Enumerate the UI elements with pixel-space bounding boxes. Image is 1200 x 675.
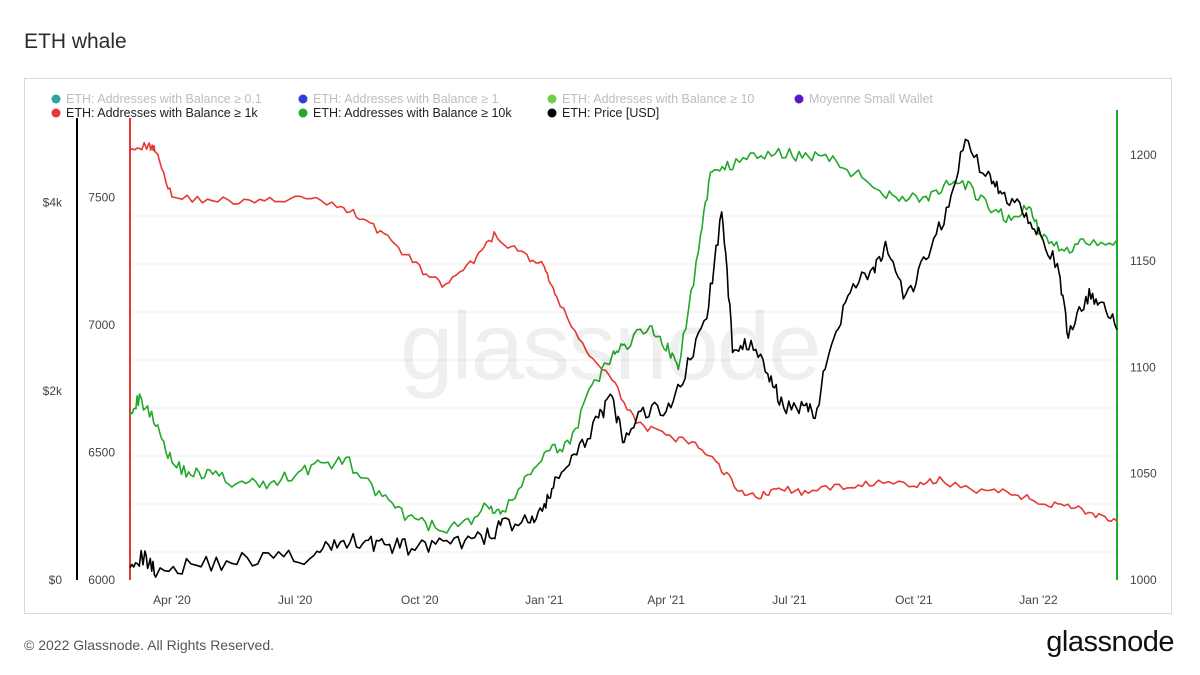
x-tick-label: Oct '21 (895, 593, 933, 607)
count-1k-tick-label: 7000 (88, 318, 115, 332)
x-tick-label: Oct '20 (401, 593, 439, 607)
legend-label: ETH: Addresses with Balance ≥ 1 (313, 92, 498, 106)
count-10k-tick-label: 1200 (1130, 148, 1157, 162)
chart-title: ETH whale (24, 30, 127, 53)
x-tick-label: Jul '20 (278, 593, 313, 607)
count-1k-tick-label: 6500 (88, 445, 115, 459)
count-10k-tick-label: 1050 (1130, 467, 1157, 481)
series-line-2 (129, 138, 1118, 578)
price-tick-label: $4k (43, 195, 63, 209)
axis-layer: $0 $2k $4k 6000 6500 7000 7500 1000 1050 1100 1150… (43, 110, 1157, 607)
legend-marker (51, 94, 61, 104)
series-line-0 (129, 141, 1118, 523)
legend-item[interactable]: ETH: Addresses with Balance ≥ 1 (298, 92, 499, 106)
chart-frame (24, 78, 1172, 614)
legend-label: ETH: Addresses with Balance ≥ 0.1 (66, 92, 262, 106)
legend-item[interactable]: Moyenne Small Wallet (794, 92, 934, 106)
legend-item[interactable]: ETH: Addresses with Balance ≥ 10 (547, 92, 755, 106)
count-10k-tick-label: 1150 (1130, 254, 1156, 268)
x-tick-label: Jan '22 (1019, 593, 1058, 607)
legend-item[interactable]: ETH: Addresses with Balance ≥ 1k (51, 106, 259, 120)
legend-label: ETH: Addresses with Balance ≥ 1k (66, 106, 258, 120)
x-tick-label: Jan '21 (525, 593, 564, 607)
grid-layer (130, 215, 1117, 553)
price-tick-label: $0 (49, 573, 63, 587)
legend-marker (298, 94, 308, 104)
legend-label: ETH: Addresses with Balance ≥ 10k (313, 106, 512, 120)
copyright-footer: © 2022 Glassnode. All Rights Reserved. (24, 637, 275, 653)
x-tick-label: Apr '21 (647, 593, 685, 607)
count-10k-tick-label: 1100 (1130, 360, 1156, 374)
count-1k-tick-label: 6000 (88, 573, 115, 587)
legend-item[interactable]: ETH: Addresses with Balance ≥ 10k (298, 106, 513, 120)
series-layer (129, 138, 1118, 578)
glassnode-logo[interactable]: glassnode (1046, 626, 1174, 658)
legend-marker (794, 94, 804, 104)
legend-marker (547, 108, 557, 118)
count-10k-tick-label: 1000 (1130, 573, 1157, 587)
legend-label: ETH: Addresses with Balance ≥ 10 (562, 92, 754, 106)
series-line-1 (129, 147, 1118, 534)
x-tick-label: Apr '20 (153, 593, 191, 607)
legend-item[interactable]: ETH: Addresses with Balance ≥ 0.1 (51, 92, 262, 106)
legend-marker (51, 108, 61, 118)
legend-marker (547, 94, 557, 104)
legend-marker (298, 108, 308, 118)
legend-label: Moyenne Small Wallet (809, 92, 933, 106)
x-tick-label: Jul '21 (772, 593, 807, 607)
legend-item[interactable]: ETH: Price [USD] (547, 106, 660, 120)
legend-layer[interactable]: ETH: Addresses with Balance ≥ 0.1 ETH: Ad… (51, 92, 934, 120)
count-1k-tick-label: 7500 (88, 190, 115, 204)
price-tick-label: $2k (43, 384, 63, 398)
legend-label: ETH: Price [USD] (562, 106, 659, 120)
